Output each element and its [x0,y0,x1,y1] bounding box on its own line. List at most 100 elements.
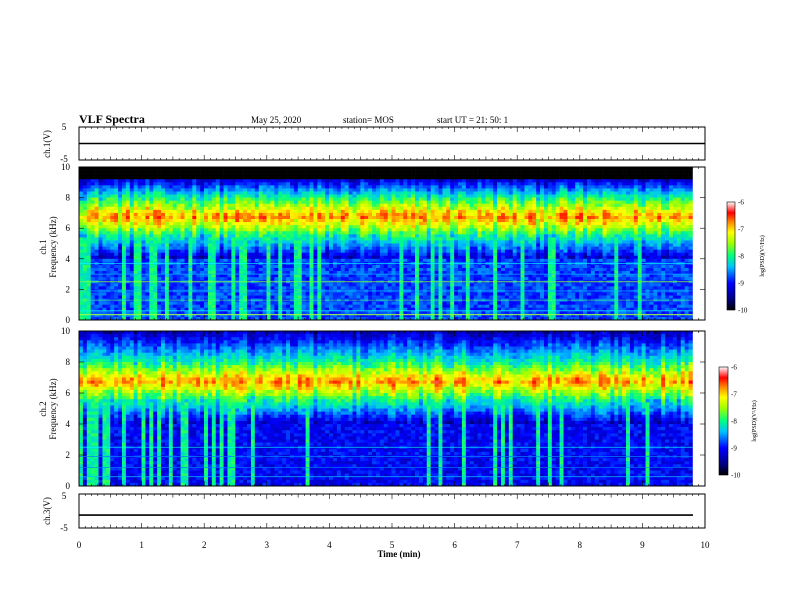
spectrogram-cell [372,210,376,213]
spectrogram-cell [290,250,294,253]
spectrogram-cell [212,234,216,237]
spectrogram-cell [224,302,228,305]
spectrogram-cell [419,176,423,179]
spectrogram-cell [372,179,376,182]
spectrogram-cell [282,191,286,194]
spectrogram-cell [227,179,231,182]
spectrogram-cell [122,207,126,210]
spectrogram-cell [208,305,212,308]
spectrogram-cell [106,250,110,253]
spectrogram-cell [79,188,83,191]
spectrogram-cell [349,296,353,299]
spectrogram-cell [142,188,146,191]
spectrogram-cell [138,176,142,179]
spectrogram-cell [220,207,224,210]
spectrogram-cell [294,191,298,194]
spectrogram-cell [99,225,103,228]
spectrogram-cell [99,216,103,219]
spectrogram-cell [388,204,392,207]
spectrogram-cell [165,170,169,173]
spectrogram-cell [196,305,200,308]
spectrogram-cell [196,240,200,243]
spectrogram-cell [384,296,388,299]
spectrogram-cell [364,201,368,204]
spectrogram-cell [345,296,349,299]
spectrogram-cell [294,237,298,240]
spectrogram-cell [341,268,345,271]
spectrogram-cell [216,259,220,262]
spectrogram-cell [337,216,341,219]
spectrogram-cell [407,170,411,173]
spectrogram-cell [231,182,235,185]
spectrogram-cell [372,283,376,286]
spectrogram-cell [263,176,267,179]
spectrogram-cell [142,274,146,277]
spectrogram-cell [231,234,235,237]
spectrogram-cell [102,237,106,240]
spectrogram-cell [325,265,329,268]
spectrogram-cell [376,179,380,182]
spectrogram-cell [329,173,333,176]
spectrogram-cell [185,277,189,280]
spectrogram-cell [243,228,247,231]
spectrogram-cell [392,176,396,179]
spectrogram-cell [192,286,196,289]
spectrogram-cell [161,277,165,280]
spectrogram-cell [173,286,177,289]
spectrogram-cell [99,228,103,231]
spectrogram-cell [106,225,110,228]
spectrogram-cell [87,302,91,305]
spectrogram-cell [122,259,126,262]
spectrogram-cell [294,253,298,256]
spectrogram-cell [341,283,345,286]
spectrogram-cell [114,274,118,277]
spectrogram-cell [235,265,239,268]
spectrogram-cell [251,176,255,179]
spectrogram-cell [442,167,446,170]
spectrogram-cell [138,228,142,231]
spectrogram-cell [349,191,353,194]
spectrogram-cell [423,210,427,213]
spectrogram-cell [396,231,400,234]
spectrogram-cell [134,283,138,286]
spectrogram-cell [403,207,407,210]
spectrogram-cell [286,240,290,243]
spectrogram-cell [165,207,169,210]
spectrogram-cell [392,179,396,182]
spectrogram-cell [259,250,263,253]
spectrogram-cell [83,311,87,314]
spectrogram-cell [99,182,103,185]
spectrogram-cell [446,234,450,237]
spectrogram-cell [173,253,177,256]
spectrogram-cell [446,213,450,216]
spectrogram-cell [243,170,247,173]
spectrogram-cell [388,201,392,204]
spectrogram-cell [345,176,349,179]
spectrogram-cell [396,216,400,219]
spectrogram-cell [388,274,392,277]
spectrogram-cell [313,247,317,250]
spectrogram-cell [349,201,353,204]
spectrogram-cell [239,296,243,299]
spectrogram-cell [450,225,454,228]
spectrogram-cell [419,204,423,207]
spectrogram-cell [204,277,208,280]
spectrogram-cell [169,302,173,305]
spectrogram-cell [356,167,360,170]
spectrogram-cell [411,253,415,256]
spectrogram-cell [204,207,208,210]
spectrogram-cell [427,228,431,231]
spectrogram-cell [255,182,259,185]
spectrogram-cell [134,311,138,314]
spectrogram-cell [118,179,122,182]
spectrogram-cell [423,305,427,308]
spectrogram-cell [360,240,364,243]
spectrogram-cell [247,207,251,210]
spectrogram-cell [270,188,274,191]
spectrogram-cell [325,195,329,198]
spectrogram-cell [442,182,446,185]
spectrogram-cell [313,207,317,210]
spectrogram-cell [267,167,271,170]
spectrogram-cell [356,222,360,225]
spectrogram-cell [149,244,153,247]
